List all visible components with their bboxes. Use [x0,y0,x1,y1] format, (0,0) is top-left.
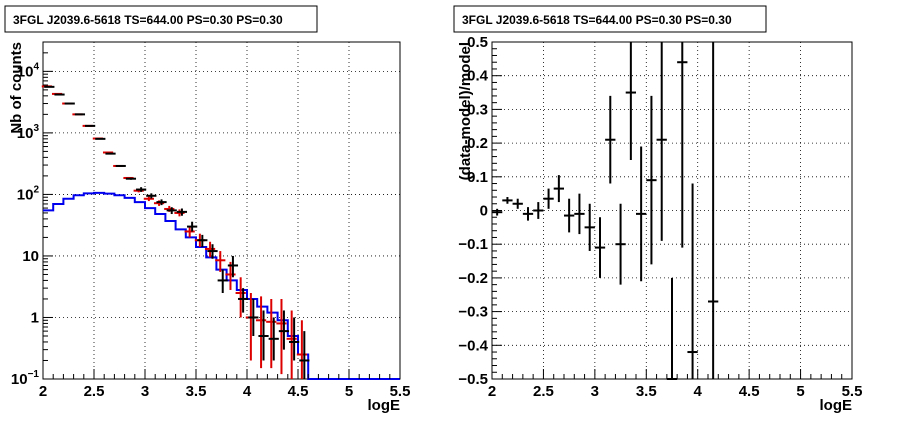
left-panel: 3FGL J2039.6-5618 TS=644.00 PS=0.30 PS=0… [4,5,411,414]
right-title-box [453,5,767,33]
right-y-axis-label: (data-model)/model [457,42,474,180]
right-x-tick-label: 2 [488,383,496,400]
right-y-tick-label: 0.3 [467,101,488,118]
right-y-tick-label: −0.3 [458,304,488,321]
left-x-tick-label: 4 [243,383,252,400]
right-x-tick-label: 4.5 [739,383,760,400]
right-x-tick-label: 2.5 [533,383,554,400]
right-y-tick-label: 0.5 [467,34,488,51]
left-x-tick-label: 2.5 [84,383,105,400]
right-y-tick-label: −0.5 [458,371,488,388]
right-x-tick-label: 5.5 [842,383,863,400]
left-source-series [43,191,400,380]
left-y-tick-label: 102 [17,184,40,203]
left-y-tick-label: 10 [22,248,39,265]
left-grid [43,42,400,379]
left-x-tick-label: 3.5 [186,383,207,400]
right-x-tick-label: 3.5 [636,383,657,400]
right-x-axis-label: logE [820,397,853,414]
right-y-axis: −0.5 −0.4 −0.3 −0.2 −0.1 0 0.1 0.2 0.3 0.4 0.5 [458,34,502,388]
right-y-tick-label: 0 [480,203,488,220]
left-x-tick-label: 5 [345,383,353,400]
right-x-tick-label: 4 [694,383,703,400]
right-y-tick-label: −0.4 [458,337,488,354]
right-x-tick-label: 3 [591,383,599,400]
left-y-tick-label: 10−1 [11,369,40,388]
right-x-tick-label: 5 [796,383,804,400]
left-x-tick-label: 4.5 [288,383,309,400]
left-source-histogram [43,191,400,380]
left-x-tick-label: 2 [39,383,47,400]
right-y-tick-label: 0.4 [467,68,489,85]
left-plot-frame [42,41,401,380]
right-y-tick-label: −0.2 [458,270,488,287]
right-residual-series [492,42,719,380]
right-y-tick-label: 0.1 [467,169,488,186]
left-y-axis-label: Nb of counts [8,42,25,134]
right-panel: 3FGL J2039.6-5618 TS=644.00 PS=0.30 PS=0… [453,5,863,414]
right-y-tick-label: 0.2 [467,135,488,152]
right-x-axis: 2 2.5 3 3.5 4 4.5 5 5.5 [488,369,863,400]
left-x-tick-label: 5.5 [390,383,411,400]
right-title: 3FGL J2039.6-5618 TS=644.00 PS=0.30 PS=0… [462,13,732,27]
left-x-axis-label: logE [368,397,401,414]
left-x-tick-label: 3 [141,383,149,400]
left-title: 3FGL J2039.6-5618 TS=644.00 PS=0.30 PS=0… [13,13,283,27]
left-title-box [4,5,318,33]
left-x-axis: 2 2.5 3 3.5 4 4.5 5 5.5 [39,369,411,400]
right-y-tick-label: −0.1 [458,236,488,253]
left-y-tick-label: 1 [31,309,39,326]
left-data-series [44,85,310,379]
